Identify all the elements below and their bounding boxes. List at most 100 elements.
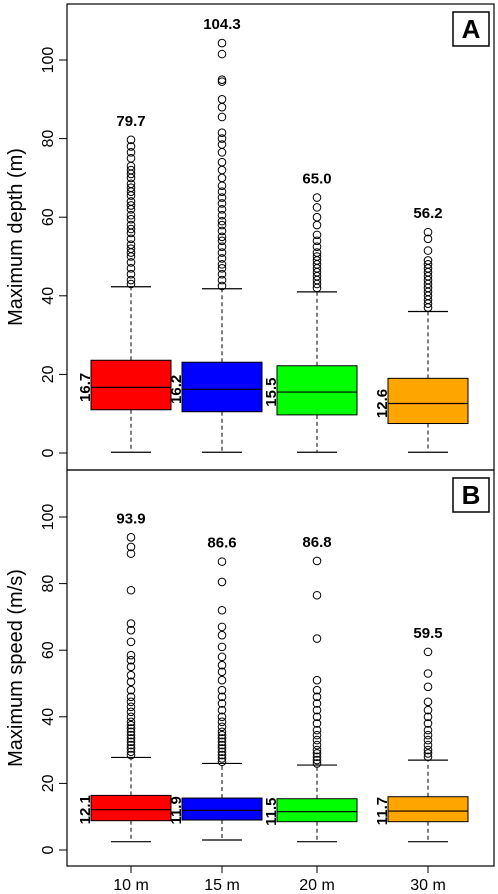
iqr-box <box>387 796 469 823</box>
outlier-point <box>217 740 227 750</box>
outlier-point <box>126 183 136 193</box>
iqr-box <box>276 365 358 416</box>
outlier-point <box>217 734 227 743</box>
max-value-label: 59.5 <box>413 625 442 642</box>
outlier-point <box>126 263 136 273</box>
y-tick-label: 60 <box>40 641 57 659</box>
outlier-point <box>217 232 227 242</box>
outlier-point <box>126 730 136 740</box>
y-axis-title: Maximum speed (m/s) <box>5 569 27 767</box>
outlier-point <box>126 692 136 702</box>
outlier-point <box>217 712 227 722</box>
outlier-point <box>312 749 322 758</box>
box-20m: 86.8 11.5 <box>263 534 358 843</box>
outlier-point <box>217 692 227 702</box>
outlier-point <box>217 269 227 279</box>
outlier-point <box>312 242 322 251</box>
box-30m: 56.2 12.6 <box>374 205 469 453</box>
y-tick-label: 0 <box>40 845 57 854</box>
outlier-point <box>312 712 322 722</box>
outlier-point <box>217 236 227 246</box>
x-tick-label: 15 m <box>204 877 240 894</box>
outlier-point <box>217 254 227 263</box>
max-value-label: 93.9 <box>116 510 145 527</box>
outlier-point <box>312 719 322 728</box>
outlier-point <box>217 102 227 112</box>
outlier-point <box>126 740 136 750</box>
outlier-point <box>217 165 227 175</box>
outlier-point <box>126 210 136 220</box>
outlier-point <box>423 745 433 755</box>
outlier-point <box>126 662 136 672</box>
outlier-point <box>423 705 433 715</box>
outlier-point <box>217 717 227 727</box>
max-value-label: 65.0 <box>302 171 331 188</box>
x-tick-label: 10 m <box>113 877 149 894</box>
box-10m: 93.9 12.1 <box>77 510 172 843</box>
outlier-point <box>217 577 227 587</box>
y-tick-label: 40 <box>40 287 57 305</box>
outlier-point <box>217 699 227 708</box>
outlier-point <box>312 740 322 750</box>
outlier-point <box>312 203 322 212</box>
outlier-point <box>217 49 227 59</box>
iqr-box <box>90 794 172 822</box>
outlier-point <box>217 95 227 104</box>
x-tick-label: 30 m <box>410 877 446 894</box>
outlier-point <box>217 737 227 747</box>
outlier-point <box>126 677 136 687</box>
outlier-point <box>126 702 136 712</box>
iqr-box <box>276 798 358 823</box>
panel-label-box <box>452 477 490 513</box>
outlier-point <box>126 650 136 660</box>
outlier-point <box>423 647 433 657</box>
outlier-point <box>423 730 433 740</box>
panel-label: B <box>462 480 481 510</box>
box-15m: 104.3 16.2 <box>168 16 263 453</box>
outlier-point <box>312 212 322 222</box>
y-tick-label: 80 <box>40 575 57 593</box>
y-tick-label: 100 <box>40 47 57 74</box>
outlier-point <box>217 747 227 757</box>
outlier-point <box>126 153 136 163</box>
outlier-point <box>312 193 322 202</box>
box-30m: 59.5 11.7 <box>374 625 469 843</box>
outlier-point <box>312 675 322 685</box>
y-axis-title: Maximum depth (m) <box>5 148 27 326</box>
outlier-point <box>126 269 136 279</box>
max-value-label: 56.2 <box>413 205 442 222</box>
outlier-point <box>126 625 136 635</box>
outlier-point <box>312 248 322 257</box>
outlier-point <box>126 224 136 234</box>
outlier-point <box>217 173 227 183</box>
outlier-point <box>217 281 227 291</box>
box-10m: 79.7 16.7 <box>77 113 172 453</box>
outlier-point <box>126 533 136 542</box>
outlier-point <box>126 275 136 285</box>
outlier-point <box>217 248 227 257</box>
outlier-point <box>217 187 227 196</box>
outlier-point <box>423 712 433 722</box>
outlier-point <box>312 590 322 600</box>
outlier-point <box>217 652 227 662</box>
outlier-point <box>126 697 136 707</box>
outlier-point <box>126 727 136 737</box>
outlier-point <box>126 279 136 289</box>
median-value-label: 11.9 <box>168 796 185 824</box>
outlier-point <box>217 557 227 566</box>
outlier-point <box>217 754 227 763</box>
outlier-point <box>217 642 227 652</box>
outlier-point <box>217 242 227 251</box>
median-value-label: 12.1 <box>77 795 94 824</box>
outlier-point <box>126 234 136 244</box>
outlier-point <box>126 179 136 189</box>
outlier-point <box>126 737 136 747</box>
y-tick-label: 20 <box>40 774 57 792</box>
outlier-point <box>126 197 136 206</box>
outlier-point <box>126 135 136 145</box>
outlier-point <box>423 740 433 750</box>
outlier-point <box>126 724 136 733</box>
outlier-point <box>423 260 433 269</box>
outlier-point <box>126 712 136 722</box>
